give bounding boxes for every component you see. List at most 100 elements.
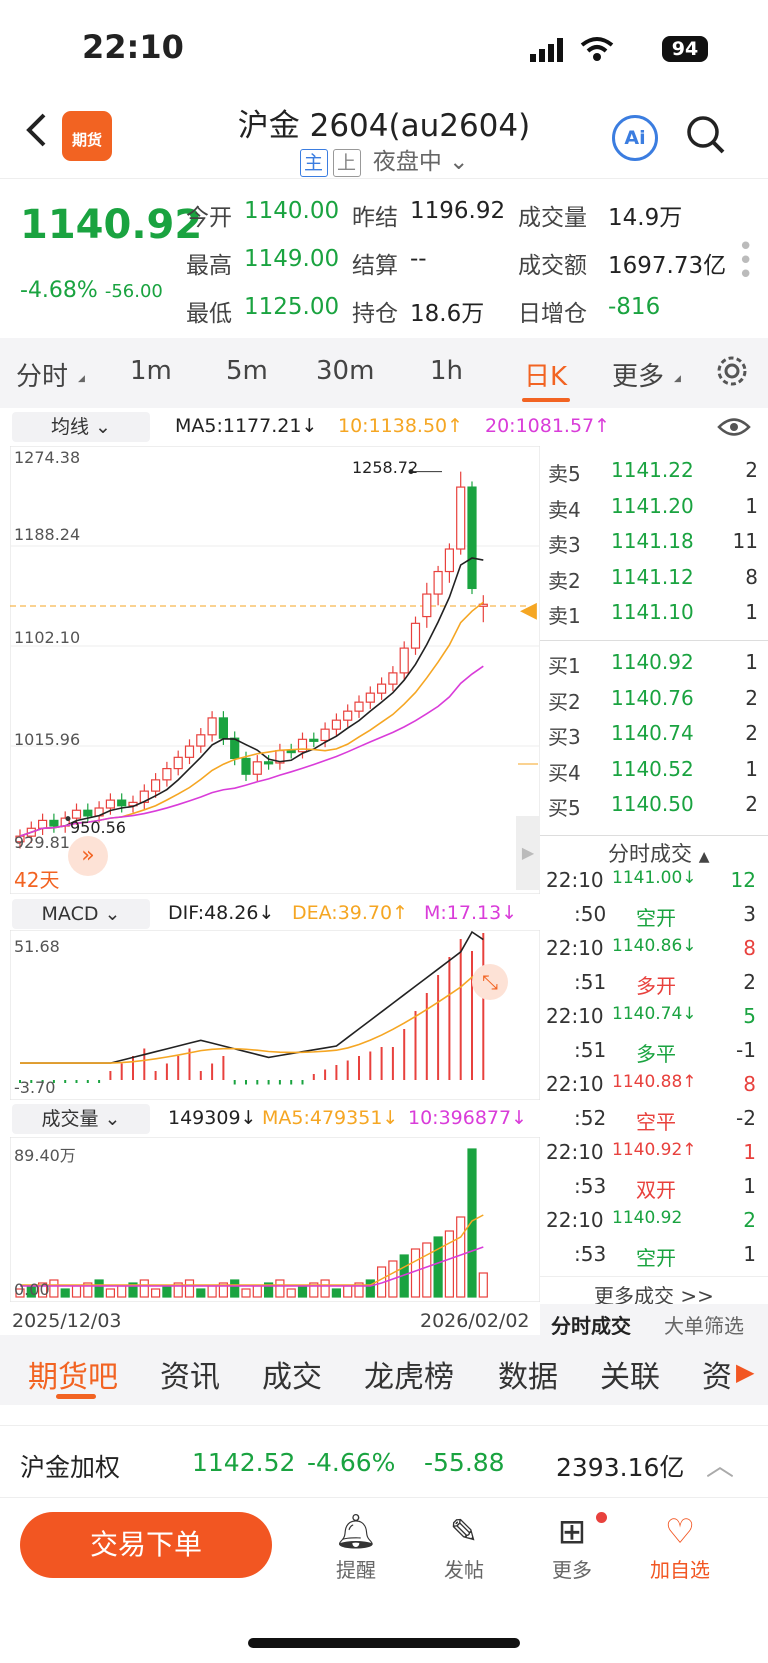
- candle-body: [320, 728, 330, 742]
- volume-bar: [15, 1288, 25, 1298]
- trade-second: :51: [574, 970, 607, 994]
- volume-bar: [241, 1288, 251, 1298]
- vol-ma5-value: MA5:479351↓: [262, 1107, 399, 1129]
- order-book-row[interactable]: 卖5 1141.22 2: [548, 458, 758, 493]
- order-book-row[interactable]: 买5 1140.50 2: [548, 792, 758, 827]
- eye-icon[interactable]: [717, 416, 751, 442]
- ob-level: 买4: [548, 760, 581, 785]
- ai-button[interactable]: Ai: [612, 115, 658, 161]
- change-row: -4.68% -56.00: [20, 278, 163, 303]
- tab-period[interactable]: 分时: [16, 362, 69, 392]
- candle-body: [343, 710, 353, 721]
- ob-volume: 2: [745, 792, 758, 816]
- scroll-right-handle[interactable]: ▶: [516, 816, 540, 890]
- back-icon[interactable]: [24, 112, 48, 152]
- quote-label: 今开: [186, 205, 232, 231]
- sub-tab-big-orders[interactable]: 大单筛选: [664, 1314, 744, 1338]
- content-tab[interactable]: 关联: [600, 1360, 660, 1395]
- candle-body: [388, 672, 398, 685]
- order-book-row[interactable]: 卖3 1141.18 11: [548, 529, 758, 564]
- fullscreen-icon[interactable]: ⤡: [472, 964, 508, 1000]
- tab-period[interactable]: 1m: [130, 356, 172, 386]
- ob-price: 1140.50: [611, 792, 694, 816]
- content-tabbar: [0, 1335, 768, 1405]
- trades-title[interactable]: 分时成交 ▲: [608, 842, 710, 866]
- volume-bar: [94, 1279, 104, 1298]
- trade-oi-change: -1: [736, 1038, 756, 1062]
- candle-body: [252, 761, 262, 775]
- order-book-row[interactable]: 买2 1140.76 2: [548, 686, 758, 721]
- tab-period[interactable]: 日K: [524, 362, 568, 392]
- trade-type: 多平: [636, 1042, 676, 1066]
- ob-volume: 1: [745, 600, 758, 624]
- tab-period[interactable]: 5m: [226, 356, 268, 386]
- volume-bar: [218, 1282, 228, 1298]
- tab-period[interactable]: 1h: [430, 356, 464, 386]
- search-icon[interactable]: [686, 115, 726, 159]
- ma20-line: [19, 665, 484, 837]
- ma-selector[interactable]: 均线 ⌄: [12, 412, 150, 442]
- sub-tab-trades[interactable]: 分时成交: [551, 1314, 631, 1338]
- settings-gear-icon[interactable]: [715, 354, 749, 392]
- content-tab[interactable]: 数据: [498, 1360, 558, 1395]
- bell-icon: 🔔︎: [334, 1512, 378, 1552]
- nav-post[interactable]: ✎ 发帖: [424, 1510, 504, 1583]
- trade-volume: 2: [743, 1208, 756, 1232]
- trade-second: :51: [574, 1038, 607, 1062]
- macd-chart[interactable]: [10, 930, 540, 1100]
- nav-favorite[interactable]: ♡ 加自选: [640, 1510, 720, 1583]
- more-dots-icon[interactable]: • • •: [738, 232, 754, 290]
- candle-body: [297, 738, 308, 753]
- notification-dot: [596, 1512, 607, 1523]
- m-value: M:17.13↓: [424, 902, 518, 924]
- ob-level: 买2: [548, 689, 581, 714]
- order-book-row[interactable]: 卖4 1141.20 1: [548, 494, 758, 529]
- tabs-scroll-right-icon[interactable]: ▶: [736, 1358, 755, 1386]
- order-book-row[interactable]: 买3 1140.74 2: [548, 721, 758, 756]
- nav-remind[interactable]: 🔔︎ 提醒: [316, 1510, 396, 1583]
- tab-period[interactable]: 30m: [316, 356, 375, 386]
- page-title: 沪金 2604(au2604): [237, 108, 531, 144]
- order-book-row[interactable]: 买1 1140.92 1: [548, 650, 758, 685]
- index-bar[interactable]: [0, 1425, 768, 1498]
- volume-chart[interactable]: [10, 1137, 540, 1302]
- volume-bar: [467, 1148, 477, 1298]
- end-date: 2026/02/02: [420, 1310, 530, 1332]
- trade-volume: 5: [743, 1004, 756, 1028]
- period-tabbar: [0, 338, 768, 408]
- trade-second: :50: [574, 902, 607, 926]
- order-book-row[interactable]: 买4 1140.52 1: [548, 757, 758, 792]
- ob-price: 1141.18: [611, 529, 694, 553]
- volume-bar: [196, 1288, 206, 1298]
- order-book-row[interactable]: 卖1 1141.10 1: [548, 600, 758, 635]
- volume-bar: [128, 1282, 138, 1298]
- volume-bar: [162, 1285, 172, 1298]
- trade-order-button[interactable]: 交易下单: [20, 1512, 272, 1578]
- content-tab[interactable]: 龙虎榜: [364, 1360, 454, 1395]
- macd-bottom-label: -3.70: [14, 1078, 56, 1097]
- content-tab[interactable]: 资讯: [160, 1360, 220, 1395]
- macd-top-label: 51.68: [14, 937, 60, 956]
- tab-period[interactable]: 更多: [612, 362, 665, 392]
- content-tab[interactable]: 资: [702, 1360, 732, 1395]
- candle-body: [49, 819, 59, 827]
- chevron-up-icon[interactable]: ︿: [706, 1449, 735, 1482]
- subtitle-row[interactable]: 主上 夜盘中 ⌄: [0, 142, 768, 177]
- ob-price: 1140.92: [611, 650, 694, 674]
- expand-left-icon[interactable]: »: [68, 836, 108, 876]
- grid-icon: ⊞: [557, 1512, 587, 1552]
- volume-bar: [49, 1279, 59, 1298]
- ob-volume: 8: [745, 564, 758, 589]
- volume-bar: [173, 1282, 183, 1298]
- candle-body: [286, 749, 296, 754]
- macd-selector[interactable]: MACD ⌄: [12, 899, 150, 929]
- y-label-1: 1274.38: [14, 448, 81, 467]
- order-book-row[interactable]: 卖2 1141.12 8: [548, 565, 758, 600]
- content-tab[interactable]: 期货吧: [28, 1360, 118, 1395]
- vol-value: 149309↓: [168, 1107, 257, 1129]
- kline-chart[interactable]: [10, 446, 540, 894]
- nav-more[interactable]: ⊞ 更多: [532, 1510, 612, 1583]
- content-tab[interactable]: 成交: [262, 1360, 322, 1395]
- volume-selector[interactable]: 成交量 ⌄: [12, 1104, 150, 1134]
- candle-body: [117, 799, 127, 807]
